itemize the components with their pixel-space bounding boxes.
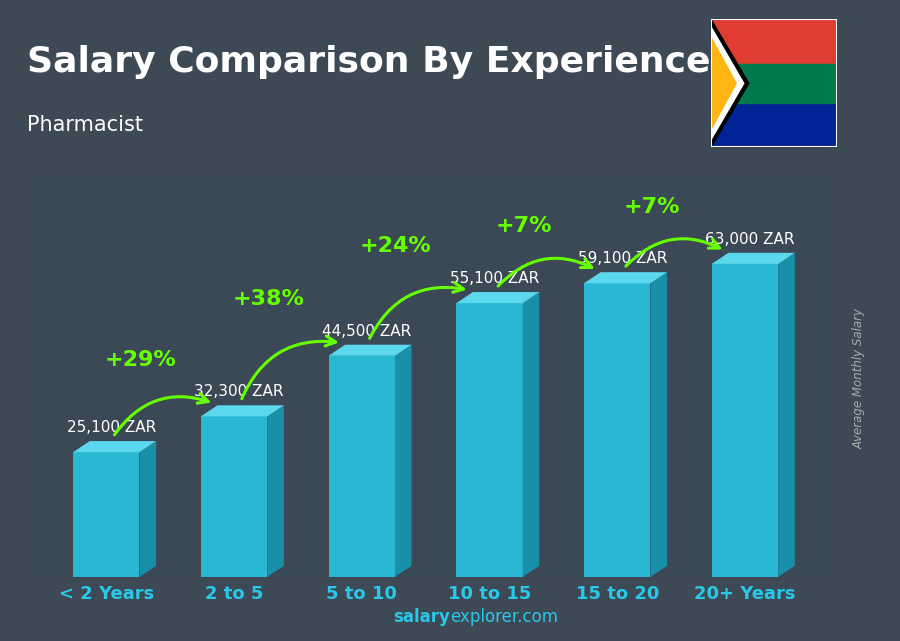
Bar (73, 452, 140, 577)
Bar (328, 356, 395, 577)
Text: Pharmacist: Pharmacist (27, 115, 143, 135)
Text: +24%: +24% (360, 237, 432, 256)
Text: 55,100 ZAR: 55,100 ZAR (450, 271, 539, 286)
Bar (456, 303, 523, 577)
Polygon shape (584, 272, 667, 283)
Polygon shape (651, 272, 667, 577)
Bar (201, 417, 267, 577)
Polygon shape (140, 441, 156, 577)
Polygon shape (523, 292, 539, 577)
Bar (584, 283, 651, 577)
Polygon shape (711, 27, 743, 140)
Text: salary: salary (393, 608, 450, 626)
Text: Average Monthly Salary: Average Monthly Salary (853, 308, 866, 449)
Text: +29%: +29% (104, 349, 176, 370)
Bar (712, 264, 778, 577)
Text: 59,100 ZAR: 59,100 ZAR (578, 251, 667, 266)
Text: Salary Comparison By Experience: Salary Comparison By Experience (27, 45, 710, 79)
Polygon shape (201, 405, 284, 417)
Bar (36, 179, 828, 577)
Text: +38%: +38% (232, 289, 304, 309)
Polygon shape (778, 253, 795, 577)
Polygon shape (456, 292, 539, 303)
Text: +7%: +7% (623, 197, 680, 217)
Polygon shape (711, 19, 749, 147)
Text: explorer.com: explorer.com (450, 608, 558, 626)
Text: 25,100 ZAR: 25,100 ZAR (67, 420, 156, 435)
Polygon shape (711, 37, 736, 129)
Bar (711, 64, 837, 103)
Polygon shape (395, 345, 411, 577)
Text: 63,000 ZAR: 63,000 ZAR (706, 232, 795, 247)
Text: 32,300 ZAR: 32,300 ZAR (194, 385, 284, 399)
Text: 44,500 ZAR: 44,500 ZAR (322, 324, 411, 338)
Polygon shape (328, 345, 411, 356)
Text: +7%: +7% (496, 217, 552, 237)
Polygon shape (267, 405, 284, 577)
Polygon shape (712, 253, 795, 264)
Bar (711, 83, 837, 147)
Bar (711, 19, 837, 83)
Polygon shape (73, 441, 156, 452)
